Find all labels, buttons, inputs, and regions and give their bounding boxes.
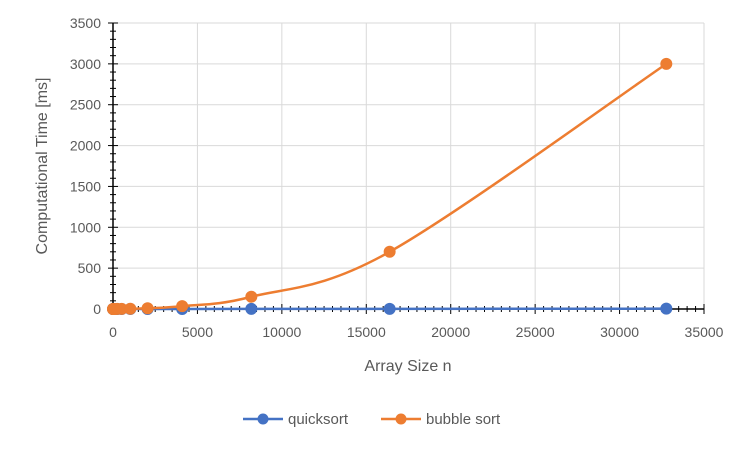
x-tick-label: 20000 [431, 324, 470, 340]
legend-label: bubble sort [426, 411, 501, 428]
y-tick-label: 2000 [70, 138, 101, 154]
y-tick-label: 2500 [70, 97, 101, 113]
gridlines [113, 22, 705, 309]
bubble-sort-point [124, 302, 137, 315]
bubble-sort-point [245, 290, 258, 303]
quicksort-point [660, 302, 673, 315]
series-bubble-sort [107, 57, 673, 315]
legend-label: quicksort [288, 411, 349, 428]
legend: quicksort bubble sort [243, 411, 501, 428]
y-tick-label: 500 [78, 260, 102, 276]
quicksort-point [245, 302, 258, 315]
x-tick-label: 0 [109, 324, 117, 340]
bubble-sort-point [660, 57, 673, 70]
y-tick-label: 1500 [70, 178, 101, 194]
x-tick-label: 35000 [685, 324, 724, 340]
y-axis-title: Computational Time [ms] [34, 78, 51, 255]
series-layer [107, 57, 673, 315]
bubble-sort-point [383, 245, 396, 258]
x-tick-label: 5000 [182, 324, 213, 340]
legend-item-bubble-sort: bubble sort [381, 411, 501, 428]
bubble-sort-point [141, 302, 154, 315]
x-tick-label: 25000 [516, 324, 555, 340]
x-tick-label: 30000 [600, 324, 639, 340]
x-tick-label: 15000 [347, 324, 386, 340]
x-tick-label: 10000 [262, 324, 301, 340]
y-tick-label: 0 [93, 301, 101, 317]
y-tick-label: 1000 [70, 219, 101, 235]
bubble-sort-point [176, 300, 189, 313]
legend-swatch-marker [257, 413, 269, 425]
x-axis-title: Array Size n [364, 358, 451, 375]
y-tick-label: 3000 [70, 56, 101, 72]
legend-item-quicksort: quicksort [243, 411, 349, 428]
quicksort-point [383, 302, 396, 315]
legend-swatch-marker [395, 413, 407, 425]
y-tick-label: 3500 [70, 15, 101, 31]
